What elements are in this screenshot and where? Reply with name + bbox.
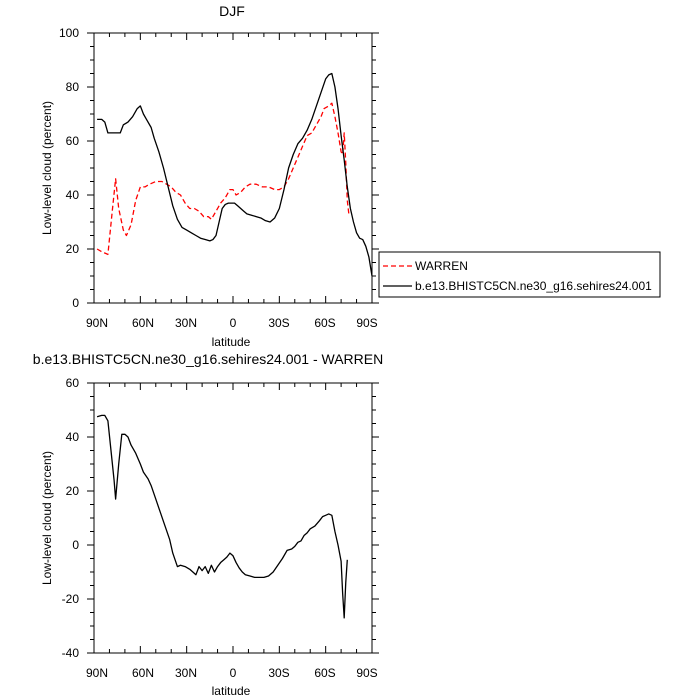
- top-x-tick-label: 60N: [132, 316, 154, 330]
- bottom-y-tick-label: 20: [66, 484, 80, 498]
- top-y-tick-label: 80: [66, 80, 80, 94]
- top-y-tick-label: 100: [59, 26, 79, 40]
- bottom-x-axis-label: latitude: [212, 684, 251, 698]
- bottom-x-tick-label: 0: [230, 666, 237, 680]
- top-x-tick-label: 30N: [175, 316, 197, 330]
- top-y-tick-label: 20: [66, 242, 80, 256]
- bottom-y-tick-label: -40: [62, 646, 80, 660]
- top-x-tick-label: 90N: [86, 316, 108, 330]
- top-series-lines: [96, 72, 373, 277]
- bottom-x-tick-label: 90S: [356, 666, 377, 680]
- bottom-x-tick-label: 30N: [175, 666, 197, 680]
- top-x-tick-label: 90S: [356, 316, 377, 330]
- bottom-x-tick-label: 30S: [268, 666, 289, 680]
- top-y-tick-label: 0: [72, 296, 79, 310]
- bottom-x-tick-label: 60N: [132, 666, 154, 680]
- top-x-tick-label: 0: [230, 316, 237, 330]
- bottom-y-tick-label: 60: [66, 376, 80, 390]
- bottom-tick-marks: [87, 382, 379, 654]
- bottom-y-tick-label: -20: [62, 592, 80, 606]
- top-series-line-0: [96, 102, 350, 256]
- top-x-tick-label: 30S: [268, 316, 289, 330]
- bottom-series-line-0: [96, 414, 348, 619]
- bottom-x-tick-labels: 90N 60N 30N 0 30S 60S 90S: [86, 666, 378, 680]
- top-y-tick-label: 60: [66, 134, 80, 148]
- bottom-y-axis-label: Low-level cloud (percent): [40, 451, 54, 585]
- legend-label-model: b.e13.BHISTC5CN.ne30_g16.sehires24.001: [415, 279, 652, 293]
- top-x-tick-label: 60S: [314, 316, 335, 330]
- bottom-plot-frame: [93, 382, 373, 654]
- bottom-y-tick-label: 40: [66, 430, 80, 444]
- top-y-tick-label: 40: [66, 188, 80, 202]
- top-chart-title: DJF: [219, 3, 245, 19]
- bottom-chart: b.e13.BHISTC5CN.ne30_g16.sehires24.001 -…: [33, 351, 383, 698]
- top-x-tick-labels: 90N 60N 30N 0 30S 60S 90S: [86, 316, 378, 330]
- top-y-axis-label: Low-level cloud (percent): [40, 101, 54, 235]
- top-chart: DJF 0 20 40 60 80 100 90N 60N 30N 0 30S …: [40, 3, 379, 349]
- bottom-chart-title: b.e13.BHISTC5CN.ne30_g16.sehires24.001 -…: [33, 351, 383, 367]
- top-y-tick-labels: 0 20 40 60 80 100: [59, 26, 79, 310]
- bottom-x-tick-label: 60S: [314, 666, 335, 680]
- top-tick-marks: [87, 32, 379, 304]
- legend-label-warren: WARREN: [415, 259, 468, 273]
- legend-box: [378, 251, 661, 298]
- top-x-axis-label: latitude: [212, 335, 251, 349]
- top-series-line-1: [97, 72, 373, 277]
- legend: WARREN b.e13.BHISTC5CN.ne30_g16.sehires2…: [378, 251, 661, 298]
- bottom-y-tick-labels: -40 -20 0 20 40 60: [62, 376, 80, 660]
- bottom-series-lines: [96, 414, 348, 619]
- bottom-x-tick-label: 90N: [86, 666, 108, 680]
- bottom-y-tick-label: 0: [72, 538, 79, 552]
